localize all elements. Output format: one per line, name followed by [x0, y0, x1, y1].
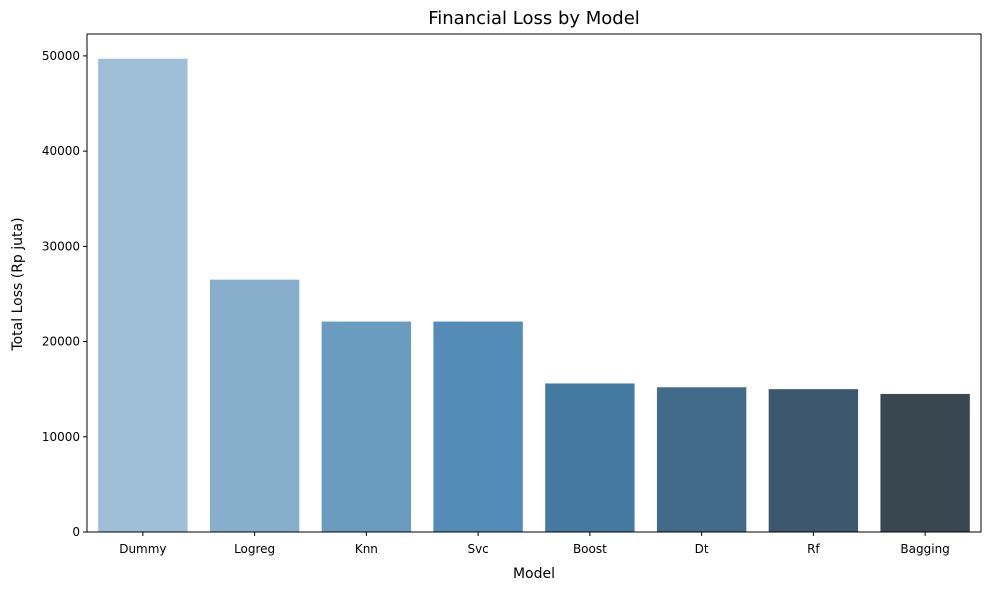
y-tick-label: 0 [72, 525, 80, 539]
y-axis-ticks: 0 10000 20000 30000 40000 50000 [42, 49, 87, 539]
x-tick-label: Rf [807, 542, 820, 556]
bar-dummy [98, 58, 188, 532]
bar-logreg [209, 279, 300, 532]
x-axis-ticks: Dummy Logreg Knn Svc Boost Dt Rf Bagging [119, 532, 950, 556]
bar-dt [656, 387, 747, 532]
bar-knn [321, 321, 412, 532]
x-tick-label: Logreg [234, 542, 275, 556]
x-tick-label: Boost [573, 542, 607, 556]
x-axis-label: Model [513, 566, 555, 582]
y-tick-label: 30000 [42, 239, 80, 253]
y-tick-label: 10000 [42, 430, 80, 444]
y-tick-label: 20000 [42, 335, 80, 349]
bar-rf [768, 389, 859, 532]
y-tick-label: 40000 [42, 144, 80, 158]
bar-boost [545, 383, 635, 532]
plot-frame [86, 33, 982, 533]
x-tick-label: Bagging [900, 542, 949, 556]
x-tick-label: Svc [467, 542, 488, 556]
bars-group [98, 58, 970, 532]
y-axis-label: Total Loss (Rp juta) [10, 217, 26, 351]
bar-bagging [880, 393, 970, 532]
x-tick-label: Knn [355, 542, 378, 556]
x-tick-label: Dummy [119, 542, 166, 556]
x-tick-label: Dt [695, 542, 709, 556]
y-tick-label: 50000 [42, 49, 80, 63]
bar-svc [433, 321, 523, 532]
chart-title: Financial Loss by Model [428, 8, 640, 29]
